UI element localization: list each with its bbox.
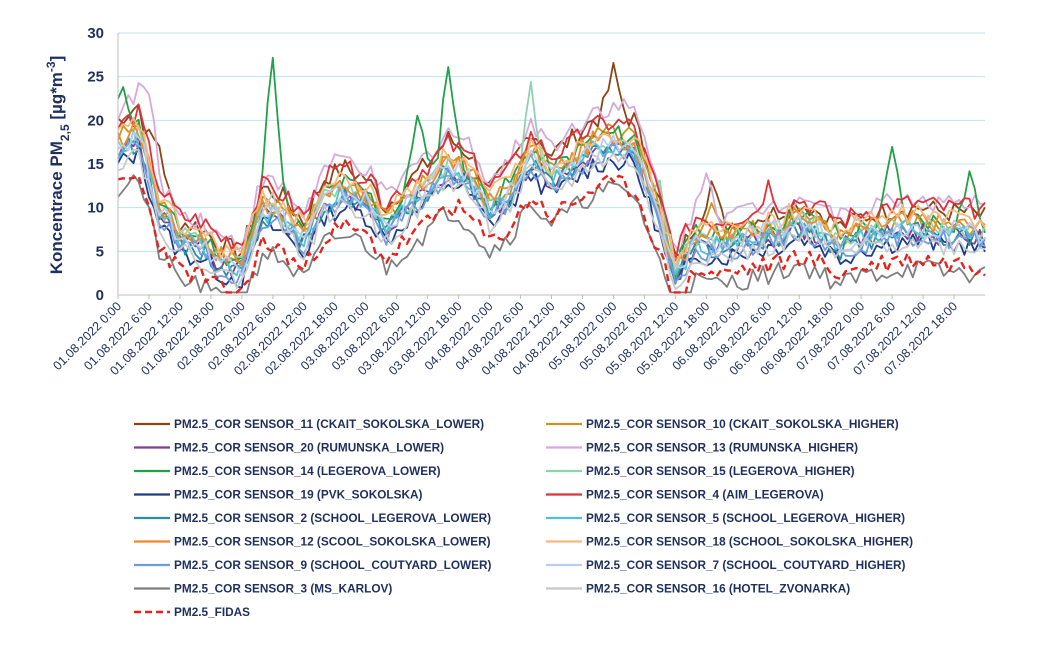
legend-item: PM2.5_COR SENSOR_4 (AIM_LEGEROVA) <box>546 488 824 502</box>
y-axis-label-main: Koncentrace PM <box>47 141 66 274</box>
legend-label: PM2.5_COR SENSOR_12 (SCOOL_SOKOLSKA_LOWE… <box>174 535 491 549</box>
y-axis-label-superscript: -3 <box>44 61 58 72</box>
legend-label: PM2.5_FIDAS <box>174 605 250 619</box>
legend-item: PM2.5_COR SENSOR_14 (LEGEROVA_LOWER) <box>134 464 441 478</box>
series-line <box>117 173 986 294</box>
legend-label: PM2.5_COR SENSOR_4 (AIM_LEGEROVA) <box>586 488 824 502</box>
series-line <box>117 148 986 291</box>
y-tick-label: 15 <box>87 156 104 173</box>
legend-label: PM2.5_COR SENSOR_2 (SCHOOL_LEGEROVA_LOWE… <box>174 511 491 525</box>
y-axis-label-subscript: 2,5 <box>58 124 72 141</box>
y-tick-label: 10 <box>87 200 104 217</box>
y-tick-label: 20 <box>87 112 104 129</box>
legend-item: PM2.5_COR SENSOR_9 (SCHOOL_COUTYARD_LOWE… <box>134 558 492 572</box>
series-line <box>117 117 986 268</box>
y-axis-label-unit: [µg*m <box>47 72 66 124</box>
y-tick-label: 0 <box>96 287 104 304</box>
series-line <box>117 82 986 254</box>
legend-item: PM2.5_COR SENSOR_5 (SCHOOL_LEGEROVA_HIGH… <box>546 511 905 525</box>
legend-label: PM2.5_COR SENSOR_16 (HOTEL_ZVONARKA) <box>586 582 850 596</box>
legend: PM2.5_COR SENSOR_11 (CKAIT_SOKOLSKA_LOWE… <box>134 417 913 619</box>
legend-label: PM2.5_COR SENSOR_9 (SCHOOL_COUTYARD_LOWE… <box>174 558 492 572</box>
legend-item: PM2.5_COR SENSOR_12 (SCOOL_SOKOLSKA_LOWE… <box>134 535 491 549</box>
legend-label: PM2.5_COR SENSOR_3 (MS_KARLOV) <box>174 582 392 596</box>
legend-item: PM2.5_COR SENSOR_2 (SCHOOL_LEGEROVA_LOWE… <box>134 511 491 525</box>
legend-label: PM2.5_COR SENSOR_18 (SCHOOL_SOKOLSKA_HIG… <box>586 535 913 549</box>
legend-item: PM2.5_COR SENSOR_13 (RUMUNSKA_HIGHER) <box>546 441 858 455</box>
legend-item: PM2.5_COR SENSOR_11 (CKAIT_SOKOLSKA_LOWE… <box>134 417 484 431</box>
legend-item: PM2.5_COR SENSOR_18 (SCHOOL_SOKOLSKA_HIG… <box>546 535 913 549</box>
legend-item: PM2.5_COR SENSOR_16 (HOTEL_ZVONARKA) <box>546 582 850 596</box>
y-tick-label: 30 <box>87 25 104 42</box>
y-tick-label: 25 <box>87 69 104 86</box>
legend-label: PM2.5_COR SENSOR_13 (RUMUNSKA_HIGHER) <box>586 441 858 455</box>
series-line <box>117 136 986 285</box>
y-axis-label-unit-close: ] <box>47 56 66 62</box>
plot-area <box>117 56 986 294</box>
legend-label: PM2.5_COR SENSOR_5 (SCHOOL_LEGEROVA_HIGH… <box>586 511 905 525</box>
y-axis-label: Koncentrace PM2,5 [µg*m-3] <box>44 56 72 275</box>
y-tick-label: 5 <box>96 243 104 260</box>
legend-item: PM2.5_COR SENSOR_20 (RUMUNSKA_LOWER) <box>134 441 444 455</box>
legend-item: PM2.5_COR SENSOR_7 (SCHOOL_COUTYARD_HIGH… <box>546 558 906 572</box>
series-line <box>117 174 986 294</box>
legend-label: PM2.5_COR SENSOR_7 (SCHOOL_COUTYARD_HIGH… <box>586 558 906 572</box>
legend-item: PM2.5_COR SENSOR_15 (LEGEROVA_HIGHER) <box>546 464 855 478</box>
legend-item: PM2.5_COR SENSOR_3 (MS_KARLOV) <box>134 582 392 596</box>
legend-label: PM2.5_COR SENSOR_20 (RUMUNSKA_LOWER) <box>174 441 444 455</box>
legend-label: PM2.5_COR SENSOR_15 (LEGEROVA_HIGHER) <box>586 464 855 478</box>
legend-label: PM2.5_COR SENSOR_14 (LEGEROVA_LOWER) <box>174 464 441 478</box>
legend-item: PM2.5_COR SENSOR_19 (PVK_SOKOLSKA) <box>134 488 423 502</box>
legend-label: PM2.5_COR SENSOR_11 (CKAIT_SOKOLSKA_LOWE… <box>174 417 484 431</box>
series-line <box>117 103 986 262</box>
legend-item: PM2.5_COR SENSOR_10 (CKAIT_SOKOLSKA_HIGH… <box>546 417 899 431</box>
legend-label: PM2.5_COR SENSOR_10 (CKAIT_SOKOLSKA_HIGH… <box>586 417 899 431</box>
legend-item: PM2.5_FIDAS <box>134 605 250 619</box>
legend-label: PM2.5_COR SENSOR_19 (PVK_SOKOLSKA) <box>174 488 423 502</box>
